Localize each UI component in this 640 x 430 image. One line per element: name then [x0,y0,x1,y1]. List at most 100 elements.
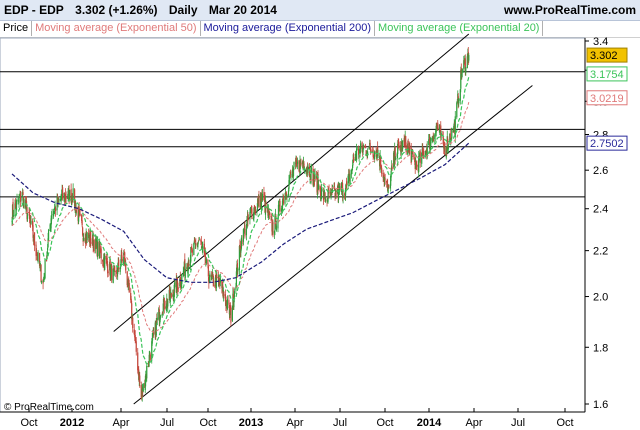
candle-body [443,142,445,149]
candle-body [35,244,37,256]
candle-body [82,227,84,236]
candle-body [335,190,337,196]
candle-body [75,208,77,215]
candle-body [12,214,15,217]
candle-body [102,259,104,262]
x-tick-label: Apr [112,417,129,429]
candle-body [394,147,396,160]
ema20-line [11,76,470,365]
candle-body [60,198,62,202]
candle-body [187,269,189,274]
candle-body [200,239,202,242]
candle-body [208,278,210,284]
candle-body [287,190,290,196]
candle-body [113,268,115,272]
candle-body [319,186,321,191]
candle-body [374,151,376,160]
candle-body [412,151,414,153]
candle-body [405,145,407,153]
candle-body [18,197,21,198]
candle-body [26,214,29,219]
candle-body [238,245,241,270]
candle-body [148,363,150,365]
candle-body [247,219,250,220]
candle-body [252,217,255,220]
candle-body [367,151,369,156]
candle-body [321,188,323,191]
legend-ema50[interactable]: Moving average (Exponential 50) [32,21,201,36]
candle-body [268,209,270,213]
candle-body [235,286,237,291]
candle-body [14,203,17,206]
legend-ema20[interactable]: Moving average (Exponential 20) [375,21,544,36]
candle-body [310,167,313,169]
candle-body [305,171,307,173]
candle-body [153,332,155,334]
candle-body [71,196,73,206]
candle-body [324,192,326,202]
candle-body [317,173,319,191]
x-tick-label: Jul [511,417,525,429]
candle-body [391,166,393,168]
candle-body [148,354,150,362]
candle-body [267,209,270,218]
candle-body [337,186,340,200]
candle-body [435,130,437,137]
candle-body [194,239,196,243]
candle-body [218,278,220,284]
candle-body [155,321,157,336]
candle-body [458,98,460,104]
candle-body [270,216,272,217]
candle-body [384,178,386,180]
candle-body [114,270,116,272]
ema200-badge-box [586,135,628,151]
candle-body [81,215,83,221]
candle-body [188,264,190,266]
candle-body [442,136,444,143]
candle-body [308,167,311,177]
candle-body [289,172,292,175]
candle-body [130,298,132,304]
candle-body [459,89,461,101]
candle-body [279,200,281,212]
candle-body [344,187,347,196]
candle-body [181,273,183,284]
legend-ema200[interactable]: Moving average (Exponential 200) [201,21,376,36]
candle-body [40,280,43,283]
candle-body [229,310,231,316]
horizontal-levels [0,71,585,198]
candle-body [128,279,130,283]
candle-body [84,237,86,243]
candle-body [418,156,420,172]
candle-body [135,338,137,340]
candle-body [384,177,386,183]
candle-body [381,167,383,174]
candle-body [28,212,30,214]
candle-body [245,228,248,236]
candle-body [313,171,315,182]
candle-body [79,213,81,216]
ema20-badge-box [586,66,628,82]
candle-body [380,155,382,168]
candle-body [288,180,290,189]
candle-body [430,137,432,147]
candle-body [345,183,347,188]
candle-body [377,146,379,154]
candle-body [211,276,213,279]
candle-body [327,188,330,191]
candle-body [228,300,230,305]
candle-body [236,263,239,274]
candle-body [21,197,23,201]
candle-body [151,338,153,344]
candle-body [289,174,291,179]
candle-body [317,184,320,190]
candle-body [42,279,45,282]
candle-body [54,208,57,212]
legend-price[interactable]: Price [0,21,33,36]
candle-body [282,196,285,204]
candle-body [137,352,139,371]
candle-body [361,142,363,149]
candle-body [414,157,416,162]
candle-body [42,279,44,284]
